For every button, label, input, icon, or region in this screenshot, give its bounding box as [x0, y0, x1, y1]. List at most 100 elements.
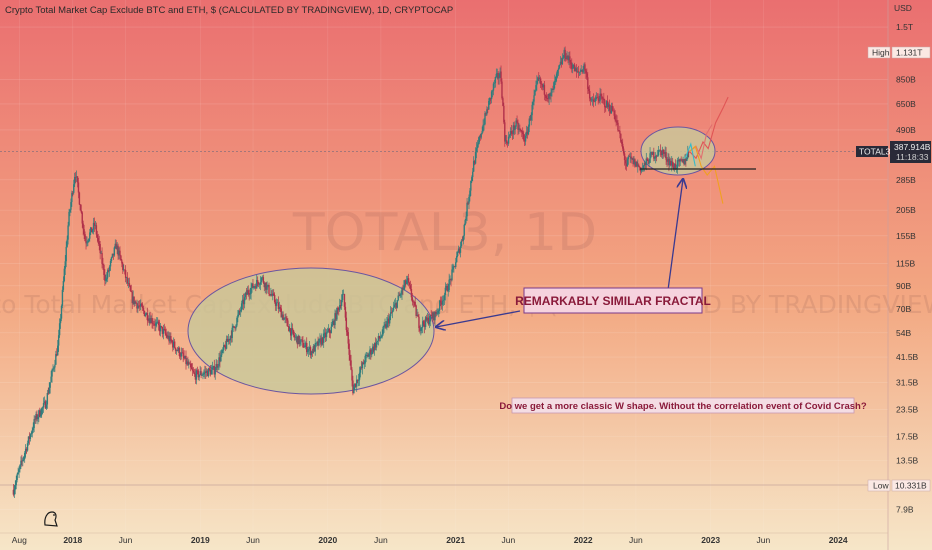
fractal-ellipse-2019[interactable]: [187, 267, 435, 395]
candle-body: [577, 71, 580, 73]
y-tick-label: 650B: [896, 99, 916, 109]
candle-body: [392, 307, 395, 311]
candle-body: [128, 283, 131, 286]
candle-body: [15, 480, 17, 486]
fractal-ellipse-2022[interactable]: [640, 126, 716, 176]
candle-body: [297, 335, 299, 345]
candle-body: [104, 274, 106, 281]
candle-body: [340, 300, 343, 306]
candle-body: [190, 363, 192, 368]
price-axis[interactable]: USD 1.5T 850B 650B 490B 285B 205B 155B 115B 90B 7…: [887, 0, 932, 550]
candle-body: [250, 287, 252, 294]
candle-body: [627, 156, 630, 160]
candle-body: [81, 212, 83, 224]
candle-body: [407, 278, 410, 283]
candle-body: [651, 152, 653, 155]
fractal-arrow-left[interactable]: [436, 310, 521, 327]
candle-body: [541, 83, 544, 88]
candle-body: [488, 100, 490, 110]
candle-body: [239, 310, 241, 312]
candle-body: [650, 152, 652, 154]
candle-body: [147, 320, 149, 321]
y-tick-label: 285B: [896, 175, 916, 185]
candle-body: [140, 303, 142, 307]
candle-body: [673, 163, 676, 170]
candle-body: [227, 339, 230, 342]
candle-body: [677, 159, 680, 161]
candle-body: [105, 278, 107, 281]
candle-body: [181, 352, 183, 354]
candle-body: [502, 98, 504, 106]
candle-body: [343, 294, 346, 307]
candle-body: [414, 301, 416, 306]
candle-body: [337, 308, 339, 309]
candle-body: [178, 347, 181, 357]
candle-body: [510, 131, 513, 134]
candle-body: [261, 277, 264, 278]
candle-body: [585, 70, 587, 74]
candle-body: [131, 291, 133, 304]
candle-body: [161, 326, 164, 334]
candle-body: [69, 209, 71, 212]
candle-body: [549, 93, 551, 97]
candle-body: [92, 222, 95, 230]
candle-body: [556, 69, 559, 74]
candle-body: [246, 290, 249, 295]
fractal-label-box[interactable]: [523, 287, 703, 314]
candle-body: [76, 176, 79, 183]
candle-body: [653, 152, 655, 159]
candle-body: [126, 277, 129, 284]
candle-body: [208, 368, 211, 370]
candle-body: [660, 150, 663, 156]
candle-body: [144, 314, 147, 316]
candle-body: [449, 279, 451, 280]
question-box[interactable]: [511, 397, 855, 414]
candle-body: [470, 180, 472, 191]
candle-body: [154, 324, 156, 326]
candle-body: [608, 104, 611, 111]
fractal-arrow-up[interactable]: [667, 179, 683, 291]
candle-body: [667, 158, 669, 162]
y-tick-label: 54B: [896, 328, 911, 338]
candle-body: [463, 224, 465, 236]
candle-body: [555, 73, 558, 78]
candle-body: [621, 141, 623, 144]
candle-body: [229, 336, 232, 341]
candle-body: [153, 323, 155, 325]
candle-body: [531, 104, 533, 116]
y-tick-label: 7.9B: [896, 505, 914, 515]
candle-body: [398, 295, 400, 297]
candle-body: [207, 368, 210, 377]
candle-body: [501, 81, 503, 99]
candle-body: [60, 305, 63, 319]
candle-body: [684, 158, 686, 165]
candle-body: [622, 148, 625, 154]
candle-body: [469, 190, 471, 197]
candle-body: [616, 120, 618, 123]
candle-body: [233, 326, 235, 328]
candle-body: [135, 301, 137, 304]
candle-body: [559, 61, 562, 65]
candle-body: [180, 352, 182, 357]
candle-body: [566, 55, 568, 60]
time-axis[interactable]: Aug 2018 Jun 2019 Jun 2020 Jun 2021 Jun 2022 Jun 20…: [0, 532, 888, 545]
candle-body: [665, 152, 667, 160]
candle-body: [214, 370, 216, 375]
candle-body: [455, 256, 458, 263]
x-tick-label: Jun: [629, 535, 643, 545]
candle-body: [282, 314, 284, 320]
candle-body: [281, 314, 283, 318]
candle-body: [323, 332, 326, 334]
candle-body: [605, 101, 608, 108]
candle-body: [389, 316, 391, 324]
candle-body: [368, 353, 370, 357]
candle-body: [206, 370, 208, 373]
candle-body: [197, 370, 199, 378]
candle-body: [260, 277, 263, 283]
candle-body: [272, 293, 274, 296]
candle-body: [437, 310, 439, 314]
candle-body: [323, 333, 325, 343]
candle-body: [635, 161, 637, 167]
candle-body: [258, 284, 261, 286]
